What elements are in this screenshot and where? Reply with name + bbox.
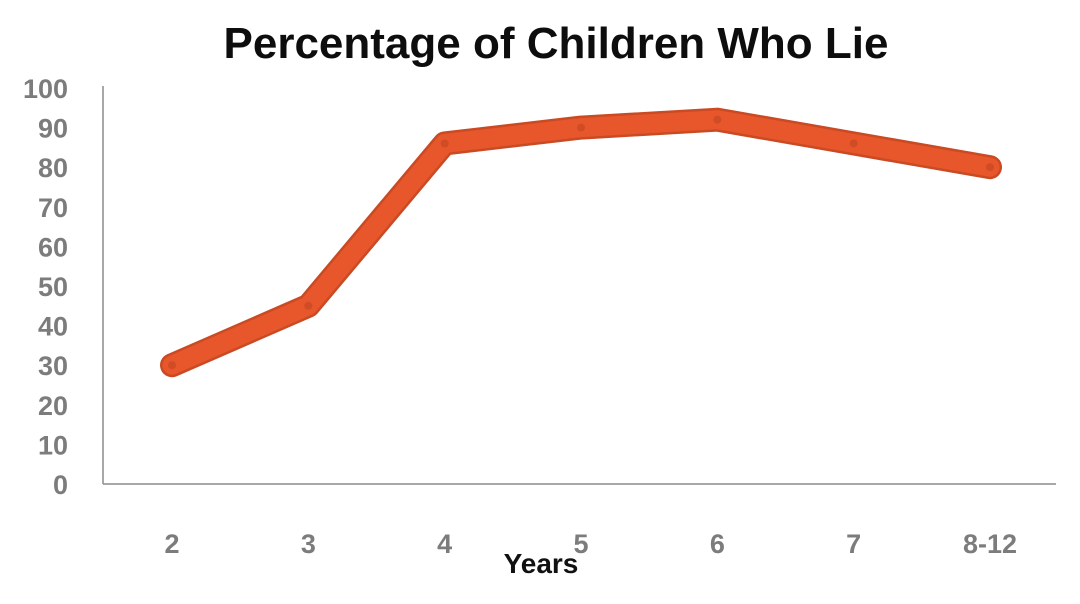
y-tick-label: 10 — [38, 430, 68, 460]
series-line-outline — [160, 107, 1002, 378]
x-axis-title: Years — [504, 548, 579, 579]
chart-title: Percentage of Children Who Lie — [224, 19, 889, 68]
y-tick-label: 90 — [38, 114, 68, 144]
data-point — [577, 123, 585, 132]
series-group — [160, 107, 1002, 378]
y-tick-label: 30 — [38, 351, 68, 381]
y-tick-label: 40 — [38, 312, 68, 342]
x-tick-label: 4 — [437, 529, 452, 559]
y-tick-label: 0 — [53, 470, 68, 500]
x-tick-label: 2 — [164, 529, 179, 559]
data-point — [304, 301, 313, 310]
x-tick-label: 5 — [573, 529, 588, 559]
data-point — [849, 139, 858, 148]
data-point — [440, 139, 449, 148]
y-axis: 0 10 20 30 40 50 60 70 80 90 100 — [23, 74, 104, 500]
x-tick-label: 7 — [846, 529, 861, 559]
y-tick-label: 70 — [38, 193, 68, 223]
x-axis: 2 3 4 5 6 7 8-12 — [103, 483, 1056, 559]
x-tick-label: 3 — [301, 529, 316, 559]
data-point — [713, 115, 722, 124]
y-tick-label: 20 — [38, 391, 68, 421]
y-tick-label: 100 — [23, 74, 68, 104]
x-tick-label: 8-12 — [963, 529, 1017, 559]
y-tick-label: 50 — [38, 272, 68, 302]
x-tick-label: 6 — [710, 529, 725, 559]
data-point — [986, 163, 994, 172]
y-tick-label: 60 — [38, 232, 68, 262]
y-tick-label: 80 — [38, 153, 68, 183]
data-point — [168, 361, 176, 370]
